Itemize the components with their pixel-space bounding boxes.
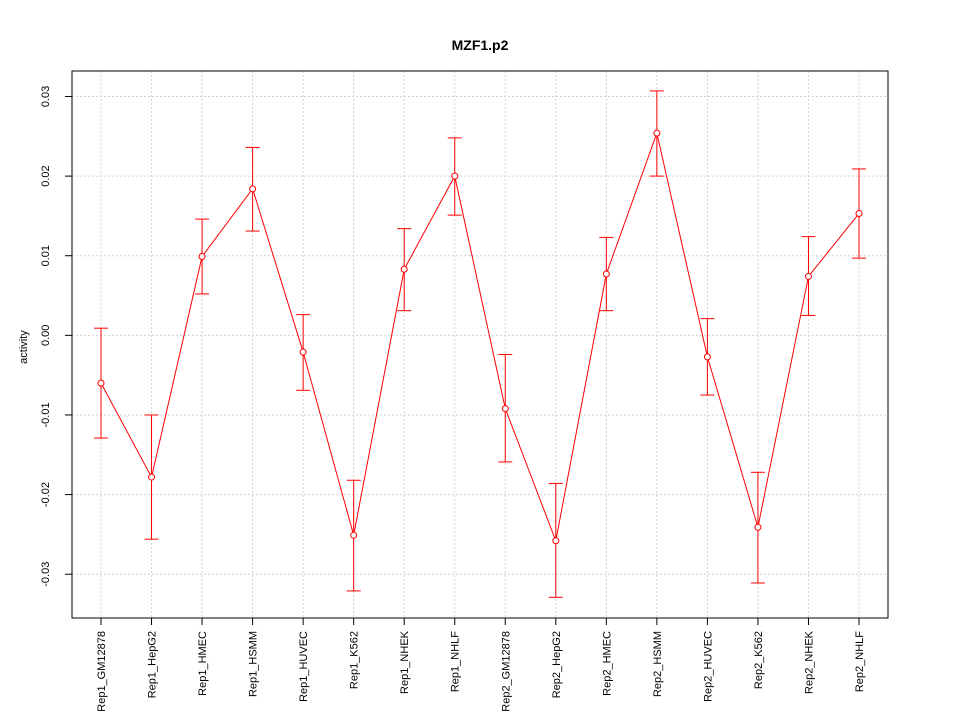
y-tick-label: -0.03 <box>40 562 52 587</box>
data-point <box>198 253 206 261</box>
plot-frame <box>71 70 889 619</box>
axes: -0.03 -0.02 -0.01 0.00 0.01 0.02 0.03 Rep1_GM12… <box>40 70 889 712</box>
y-tick-label: 0.00 <box>40 325 52 346</box>
x-tick-label: Rep2_HSMM <box>652 631 664 697</box>
data-point <box>148 473 156 481</box>
x-tick-label: Rep1_HUVEC <box>298 631 310 702</box>
data-point <box>703 353 711 361</box>
data-point <box>451 172 459 180</box>
data-point <box>97 379 105 387</box>
x-tick-label: Rep2_HepG2 <box>551 631 563 698</box>
y-tick-label: -0.02 <box>40 482 52 507</box>
data-point <box>350 531 358 539</box>
y-tick-label: 0.03 <box>40 86 52 107</box>
x-tick-label: Rep1_HepG2 <box>147 631 159 698</box>
chart-title: MZF1.p2 <box>452 37 509 53</box>
x-tick-label: Rep1_NHLF <box>450 631 462 692</box>
data-point <box>754 523 762 531</box>
data-point <box>552 537 560 545</box>
x-tick-label: Rep2_NHLF <box>854 631 866 692</box>
grid <box>72 71 888 618</box>
x-tick-label: Rep2_HMEC <box>601 631 613 696</box>
x-tick-label: Rep1_HSMM <box>248 631 260 697</box>
x-tick-label: Rep1_GM12878 <box>96 631 108 712</box>
y-tick-label: -0.01 <box>40 402 52 427</box>
y-tick-label: 0.01 <box>40 245 52 266</box>
data-point <box>602 270 610 278</box>
x-tick-label: Rep2_NHEK <box>803 630 815 694</box>
x-tick-label: Rep1_K562 <box>349 631 361 689</box>
x-tick-label: Rep2_K562 <box>753 631 765 689</box>
x-tick-label: Rep2_GM12878 <box>500 631 512 712</box>
x-tick-label: Rep1_HMEC <box>197 631 209 696</box>
data-point <box>249 185 257 193</box>
data-point <box>855 210 863 218</box>
data-point <box>653 129 661 137</box>
data-point <box>400 265 408 273</box>
data-point <box>299 348 307 356</box>
y-tick-label: 0.02 <box>40 165 52 186</box>
y-axis-label: activity <box>18 330 30 364</box>
data-point <box>804 272 812 280</box>
data-point <box>501 405 509 413</box>
x-tick-label: Rep2_HUVEC <box>702 631 714 702</box>
x-tick-label: Rep1_NHEK <box>399 630 411 694</box>
series-line <box>100 131 860 543</box>
series <box>94 90 866 598</box>
